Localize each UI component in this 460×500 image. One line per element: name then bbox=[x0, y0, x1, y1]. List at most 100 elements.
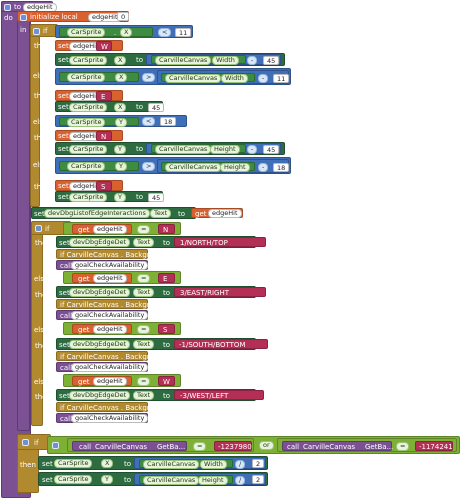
call-goal-block[interactable]: call goalCheckAvailability bbox=[56, 260, 149, 270]
component-dropdown[interactable]: CarvilleCanvas bbox=[165, 74, 222, 83]
gear-icon[interactable] bbox=[33, 28, 40, 35]
property-dropdown[interactable]: Y bbox=[115, 162, 127, 171]
operator-dropdown[interactable]: - bbox=[247, 56, 258, 65]
if-bg-block[interactable]: if CarvilleCanvas . Backgro... bbox=[56, 299, 160, 309]
gear-icon[interactable] bbox=[22, 439, 29, 446]
or-block[interactable]: call CarvilleCanvas GetBa... = -1237980 … bbox=[47, 436, 460, 454]
operator-dropdown[interactable]: < bbox=[158, 28, 172, 37]
operator-dropdown[interactable]: - bbox=[258, 74, 269, 83]
number-value[interactable]: 11 bbox=[175, 28, 192, 37]
property-dropdown[interactable]: Text bbox=[133, 288, 155, 297]
operator-dropdown[interactable]: - bbox=[247, 145, 258, 154]
component-dropdown[interactable]: CarvilleCanvas bbox=[155, 145, 212, 154]
component-dropdown[interactable]: CarSprite bbox=[67, 118, 106, 127]
init-local-block[interactable] bbox=[17, 11, 30, 431]
component-dropdown[interactable]: CarSprite bbox=[54, 475, 93, 484]
getter-car-x[interactable]: CarSprite X bbox=[59, 72, 139, 82]
if-bg-block[interactable]: if CarvilleCanvas . Backgro... bbox=[56, 351, 160, 361]
text-block[interactable]: 3/EAST/RIGHT bbox=[174, 287, 266, 297]
property-dropdown[interactable]: Y bbox=[114, 145, 126, 154]
procedure-dropdown[interactable]: goalCheckAvailability bbox=[71, 363, 149, 372]
get-edgehit-block[interactable]: get edgeHit bbox=[191, 208, 243, 218]
property-dropdown[interactable]: X bbox=[115, 73, 128, 82]
init-value[interactable]: 0 bbox=[117, 12, 130, 21]
number-value[interactable]: 45 bbox=[148, 193, 165, 202]
operator-dropdown[interactable]: = bbox=[137, 325, 151, 334]
getter-canvas-width[interactable]: CarvilleCanvas Width bbox=[161, 73, 255, 83]
component-dropdown[interactable]: CarSprite bbox=[54, 459, 93, 468]
component-dropdown[interactable]: CarSprite bbox=[69, 145, 108, 154]
compare-block[interactable]: CarSprite Y > CarvilleCanvas Height - 18 bbox=[55, 157, 291, 174]
operator-dropdown[interactable]: or bbox=[259, 441, 274, 450]
text-block[interactable]: E bbox=[158, 273, 175, 283]
component-dropdown[interactable]: CarSprite bbox=[67, 73, 106, 82]
property-dropdown[interactable]: Text bbox=[133, 340, 155, 349]
property-dropdown[interactable]: Y bbox=[115, 118, 127, 127]
component-dropdown[interactable]: devDbgEdgeDet bbox=[69, 288, 131, 297]
procedure-dropdown[interactable]: goalCheckAvailability bbox=[71, 261, 149, 270]
math-div-block[interactable]: CarvilleCanvas Height / 2 bbox=[134, 473, 266, 485]
getter-canvas-width[interactable]: CarvilleCanvas Width bbox=[151, 55, 246, 65]
property-dropdown[interactable]: Width bbox=[212, 56, 239, 65]
equals-block[interactable]: get edgeHit = N bbox=[63, 222, 181, 235]
property-dropdown[interactable]: X bbox=[101, 459, 114, 468]
set-car-y-block[interactable]: set CarSprite Y to 45 bbox=[55, 191, 165, 202]
property-dropdown[interactable]: Height bbox=[220, 163, 250, 172]
property-dropdown[interactable]: X bbox=[114, 103, 127, 112]
procedure-dropdown[interactable]: goalCheckAvailability bbox=[71, 311, 149, 320]
operator-dropdown[interactable]: = bbox=[137, 377, 151, 386]
color-number-block[interactable]: -1174241 bbox=[415, 441, 453, 451]
property-dropdown[interactable]: Y bbox=[114, 193, 126, 202]
number-value[interactable]: 45 bbox=[263, 145, 280, 154]
call-goal-block[interactable]: call goalCheckAvailability bbox=[56, 310, 149, 320]
number-value[interactable]: 18 bbox=[273, 163, 290, 172]
property-dropdown[interactable]: Text bbox=[133, 391, 155, 400]
text-block[interactable]: W bbox=[158, 376, 175, 386]
property-dropdown[interactable]: Width bbox=[221, 74, 248, 83]
text-block[interactable]: N bbox=[96, 131, 112, 141]
if-row[interactable]: if bbox=[30, 24, 58, 37]
component-dropdown[interactable]: CarSprite bbox=[69, 103, 108, 112]
get-edgehit-block[interactable]: get edgeHit bbox=[72, 224, 132, 234]
property-dropdown[interactable]: Height bbox=[210, 145, 240, 154]
number-value[interactable]: 45 bbox=[148, 103, 165, 112]
init-local-header[interactable]: initialize local edgeHit to bbox=[17, 11, 129, 22]
gear-icon[interactable] bbox=[52, 442, 59, 449]
component-dropdown[interactable]: CarSprite bbox=[69, 56, 108, 65]
operator-dropdown[interactable]: = bbox=[396, 442, 410, 451]
component-dropdown[interactable]: CarvilleCanvas bbox=[165, 163, 222, 172]
component-dropdown[interactable]: devDbgListofEdgeInteractions bbox=[44, 209, 150, 218]
var-dropdown[interactable]: edgeHit bbox=[93, 274, 127, 283]
number-value[interactable]: 2 bbox=[252, 475, 265, 484]
compare-block[interactable]: CarSprite X > CarvilleCanvas Width - 11 bbox=[55, 68, 291, 85]
property-dropdown[interactable]: Text bbox=[150, 209, 172, 218]
get-edgehit-block[interactable]: get edgeHit bbox=[72, 273, 132, 283]
number-value[interactable]: 11 bbox=[273, 74, 290, 83]
text-block[interactable]: N bbox=[158, 224, 175, 234]
getter-car-y[interactable]: CarSprite Y bbox=[59, 161, 139, 171]
var-dropdown[interactable]: edgeHit bbox=[93, 377, 127, 386]
var-dropdown[interactable]: edgeHit bbox=[93, 225, 127, 234]
getter-canvas-height[interactable]: CarvilleCanvas Height bbox=[151, 144, 246, 154]
text-block[interactable]: W bbox=[96, 41, 112, 51]
var-dropdown[interactable]: edgeHit bbox=[93, 325, 127, 334]
set-car-x-block[interactable]: set CarSprite X to 45 bbox=[55, 101, 165, 112]
equals-block[interactable]: call CarvilleCanvas GetBa... = -1237980 bbox=[67, 438, 254, 452]
property-dropdown[interactable]: X bbox=[114, 56, 127, 65]
equals-block[interactable]: get edgeHit = S bbox=[63, 322, 181, 335]
property-dropdown[interactable]: Y bbox=[101, 475, 113, 484]
math-minus-block[interactable]: CarvilleCanvas Height - 18 bbox=[157, 159, 290, 173]
component-dropdown[interactable]: CarvilleCanvas bbox=[155, 56, 212, 65]
text-block[interactable]: S bbox=[158, 324, 175, 334]
set-edgehit-block[interactable]: set edgeHit to bbox=[55, 90, 123, 101]
gear-icon[interactable] bbox=[35, 225, 42, 232]
gear-icon[interactable] bbox=[4, 4, 11, 11]
text-block[interactable]: E bbox=[96, 91, 112, 101]
get-edgehit-block[interactable]: get edgeHit bbox=[72, 376, 132, 386]
operator-dropdown[interactable]: = bbox=[193, 442, 207, 451]
call-getbg-block[interactable]: call CarvilleCanvas GetBa... bbox=[282, 441, 393, 451]
operator-dropdown[interactable]: > bbox=[142, 162, 156, 171]
component-dropdown[interactable]: CarvilleCanvas bbox=[143, 460, 200, 469]
if-bg-block[interactable]: if CarvilleCanvas . Backgro... bbox=[56, 249, 160, 259]
set-edgehit-block[interactable]: set edgeHit to bbox=[55, 40, 123, 51]
